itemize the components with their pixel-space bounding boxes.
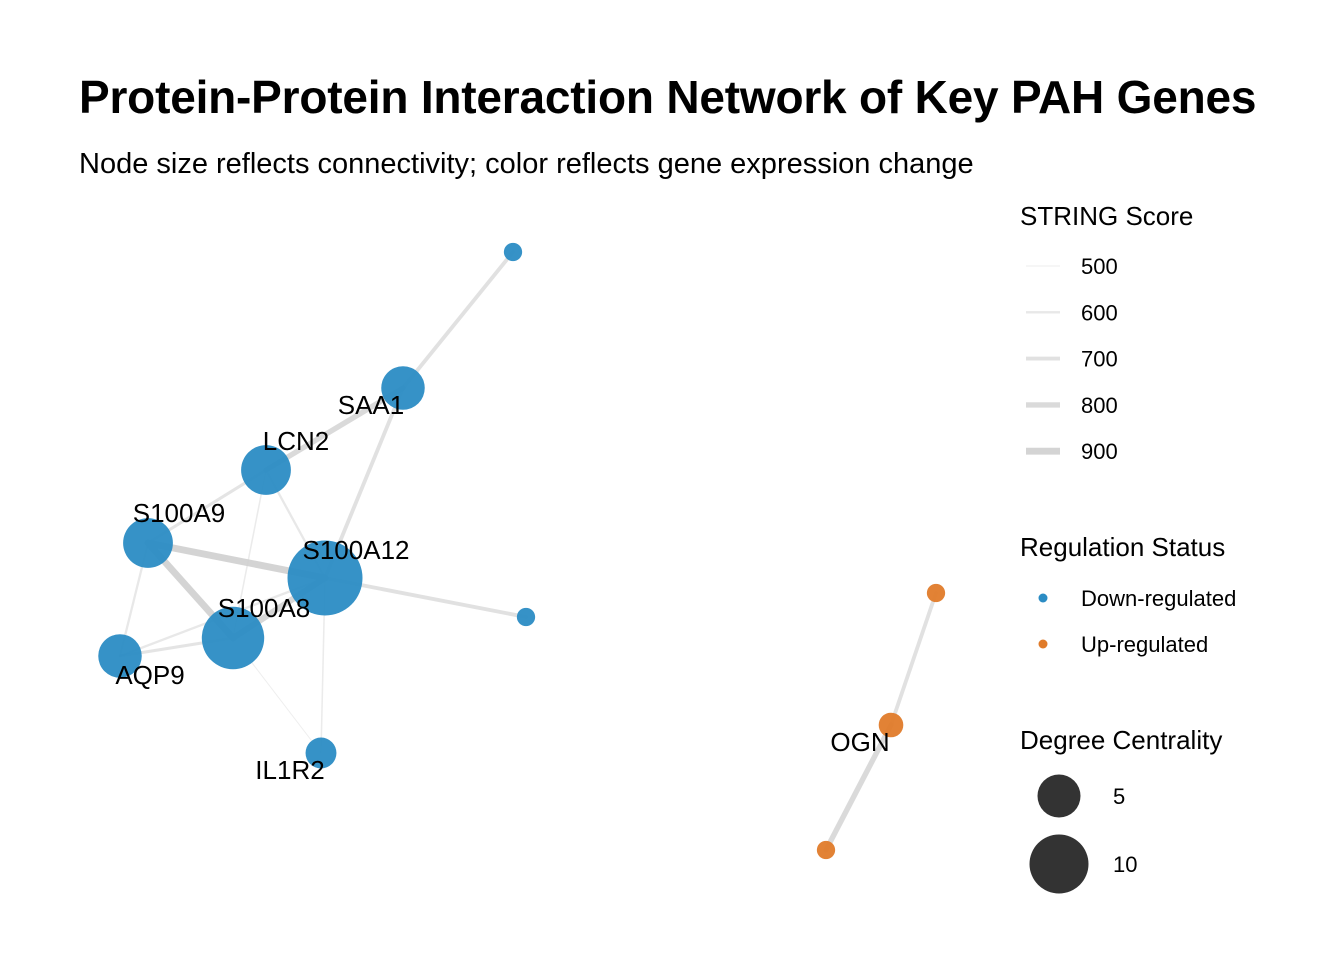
legend-string-items: 500 600 700 800 900: [1026, 254, 1118, 464]
edge-OGN-n_up_bottom: [823, 722, 894, 853]
node-label-LCN2: LCN2: [263, 426, 329, 456]
node-label-AQP9: AQP9: [115, 660, 184, 690]
node-AQP9[interactable]: [98, 634, 142, 678]
legend-string-label: 600: [1081, 300, 1118, 325]
chart-subtitle: Node size reflects connectivity; color r…: [79, 148, 974, 180]
node-label-SAA1: SAA1: [338, 390, 405, 420]
node-IL1R2[interactable]: [305, 737, 337, 769]
legend-regulation-label: Up-regulated: [1081, 632, 1208, 657]
legend-regulation-swatch: [1038, 639, 1048, 649]
legend-string-label: 900: [1081, 439, 1118, 464]
node-label-S100A8: S100A8: [218, 593, 311, 623]
chart-title: Protein-Protein Interaction Network of K…: [79, 71, 1257, 123]
legend-degree-label: 5: [1113, 784, 1125, 809]
legend-regulation-title: Regulation Status: [1020, 532, 1225, 562]
legend-degree-label: 10: [1113, 852, 1137, 877]
node-LCN2[interactable]: [241, 445, 291, 495]
node-label-S100A9: S100A9: [133, 498, 226, 528]
edge-n_top-SAA1: [401, 250, 515, 390]
legend-regulation-items: Down-regulated Up-regulated: [1038, 586, 1236, 657]
labels-layer: SAA1 LCN2 S100A9 S100A12 S100A8 AQP9 IL1R2 OGN: [115, 390, 889, 785]
node-S100A9[interactable]: [123, 518, 173, 568]
node-SAA1[interactable]: [381, 366, 425, 410]
legend: STRING Score 500 600 700 800 900 Regulation …: [1020, 201, 1236, 894]
node-label-S100A12: S100A12: [303, 535, 410, 565]
legend-string-label: 800: [1081, 393, 1118, 418]
node-n_up_bottom[interactable]: [816, 840, 836, 860]
node-label-IL1R2: IL1R2: [255, 755, 324, 785]
legend-regulation-swatch: [1038, 593, 1048, 603]
legend-regulation-label: Down-regulated: [1081, 586, 1236, 611]
legend-string-label: 500: [1081, 254, 1118, 279]
legend-string-label: 700: [1081, 347, 1118, 372]
legend-degree-title: Degree Centrality: [1020, 725, 1222, 755]
node-n_top[interactable]: [503, 242, 523, 262]
legend-degree-swatch: [1037, 774, 1081, 818]
edge-SAA1-LCN2: [263, 385, 406, 473]
node-S100A12[interactable]: [287, 540, 363, 616]
edge-n_up_top-OGN: [889, 591, 938, 727]
edges-layer: [118, 250, 938, 853]
node-OGN[interactable]: [878, 712, 904, 738]
legend-degree-items: 5 10: [1029, 774, 1137, 894]
legend-degree-swatch: [1029, 834, 1089, 894]
node-S100A8[interactable]: [201, 606, 265, 670]
node-label-OGN: OGN: [830, 727, 889, 757]
legend-string-title: STRING Score: [1020, 201, 1193, 231]
nodes-layer: [98, 242, 946, 860]
node-n_right[interactable]: [516, 607, 536, 627]
node-n_up_top[interactable]: [926, 583, 946, 603]
